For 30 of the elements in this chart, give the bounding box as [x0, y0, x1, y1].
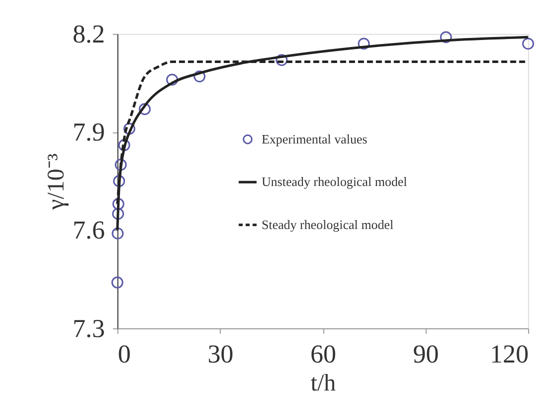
point — [111, 276, 124, 288]
point — [166, 74, 178, 86]
point — [112, 227, 124, 240]
legend-label: Experimental values — [262, 131, 368, 146]
point — [440, 31, 452, 44]
x-tick-label: 90 — [413, 340, 439, 369]
point — [276, 54, 288, 66]
point — [113, 175, 126, 188]
x-tick-label: 60 — [310, 340, 336, 369]
point — [138, 103, 151, 116]
point — [123, 122, 136, 135]
y-tick-label: 7.6 — [72, 216, 105, 245]
x-tick-label: 0 — [118, 340, 131, 369]
x-tick-label: 30 — [208, 340, 234, 369]
y-axis-title: γ/10⁻³ — [44, 154, 70, 211]
point — [358, 38, 370, 50]
legend-label: Steady rheological model — [262, 216, 394, 232]
y-tick-label: 7.3 — [72, 314, 105, 343]
y-tick-label: 7.9 — [72, 117, 105, 146]
x-axis-title: t/h — [310, 370, 336, 396]
x-tick-label: 120 — [490, 340, 529, 369]
point — [112, 198, 124, 210]
point — [522, 38, 534, 50]
point — [118, 139, 130, 152]
line-series — [116, 36, 530, 232]
point — [114, 158, 127, 171]
point — [112, 208, 124, 220]
y-tick-label: 8.2 — [72, 19, 105, 48]
point — [194, 70, 206, 82]
legend-label: Unsteady rheological model — [262, 174, 408, 190]
